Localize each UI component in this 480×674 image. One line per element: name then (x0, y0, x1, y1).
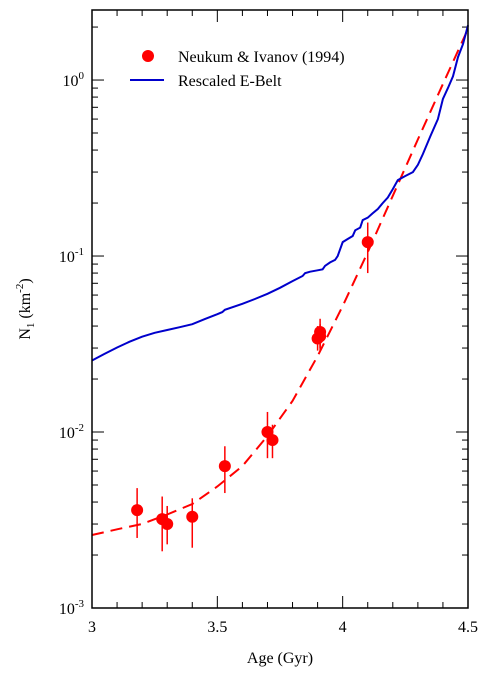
y-tick-label-base: 10 (59, 425, 75, 442)
y-axis-label-unit-sup: -2 (14, 284, 26, 293)
legend-label-ebelt: Rescaled E-Belt (178, 73, 282, 90)
x-tick-label: 3.5 (207, 619, 227, 636)
data-point (218, 460, 231, 473)
legend-marker-points (142, 50, 154, 62)
series-fit-curve (91, 28, 469, 536)
y-tick-label-exp: -1 (75, 246, 84, 258)
y-tick-label: 100 (63, 70, 85, 90)
y-tick-label: 10-3 (59, 598, 85, 618)
y-tick-label-exp: -3 (75, 598, 85, 610)
y-axis-label-unit-open: (km (17, 292, 34, 322)
x-tick-label: 4 (339, 619, 347, 636)
y-tick-label: 10-1 (59, 246, 84, 266)
data-point (186, 510, 199, 523)
x-tick-label: 4.5 (458, 619, 478, 636)
data-point (266, 434, 279, 447)
y-axis-label-base: N (17, 328, 34, 340)
legend: Neukum & Ivanov (1994) Rescaled E-Belt (130, 49, 345, 90)
legend-label-neukum: Neukum & Ivanov (1994) (178, 49, 345, 66)
series-layer (91, 24, 469, 552)
x-axis-label: Age (Gyr) (247, 650, 313, 667)
axis-ticks (91, 10, 469, 609)
x-tick-label: 3 (88, 619, 96, 636)
y-axis-label: N1 (km-2) (14, 278, 37, 339)
y-tick-label-exp: -2 (75, 422, 84, 434)
data-point (131, 504, 144, 517)
y-tick-label-base: 10 (59, 249, 75, 266)
y-axis-label-sub: 1 (25, 323, 37, 329)
y-axis-label-unit-close: ) (17, 278, 34, 283)
data-point (314, 330, 327, 343)
y-tick-label-base: 10 (59, 601, 75, 618)
series-neukum-ivanov (131, 222, 374, 552)
data-point (161, 518, 174, 531)
y-tick-label-base: 10 (63, 73, 79, 90)
y-tick-label-exp: 0 (79, 70, 85, 82)
series-rescaled-ebelt (91, 24, 469, 362)
y-tick-label: 10-2 (59, 422, 84, 442)
plot-frame (91, 9, 469, 609)
